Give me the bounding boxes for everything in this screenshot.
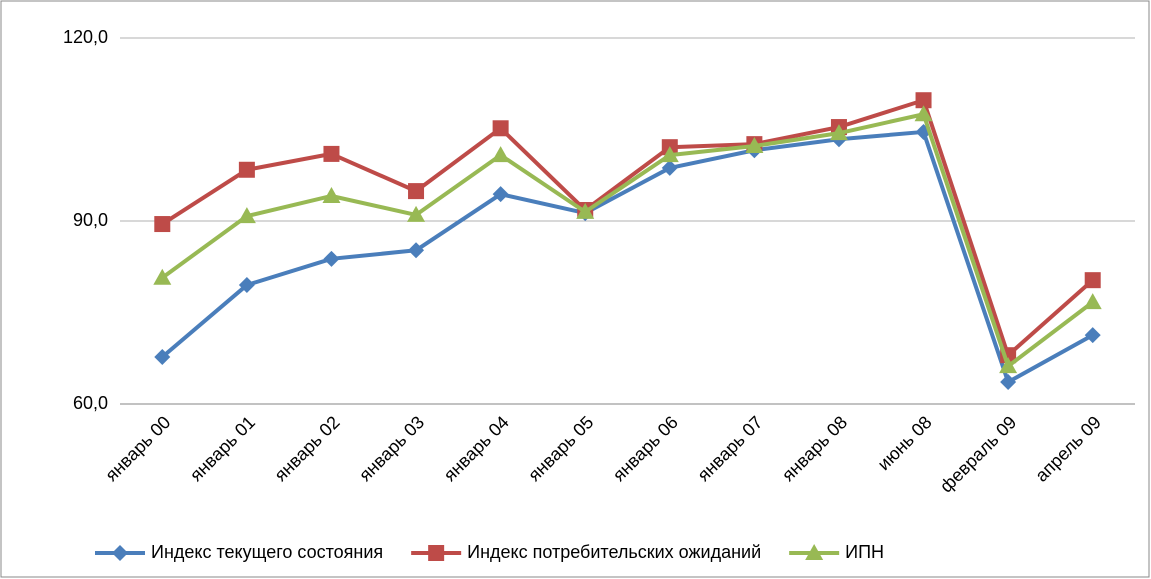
marker — [491, 146, 510, 163]
marker — [576, 202, 595, 219]
legend-label: Индекс потребительских ожиданий — [467, 542, 761, 562]
marker — [745, 136, 764, 153]
marker — [492, 120, 509, 137]
marker — [408, 242, 425, 259]
legend-marker — [112, 545, 128, 561]
marker — [914, 105, 933, 122]
legend-marker — [428, 545, 445, 561]
marker — [1084, 327, 1101, 344]
series-line — [161, 112, 1094, 369]
legend-label: Индекс текущего состояния — [151, 542, 383, 562]
marker — [408, 183, 425, 200]
marker — [323, 250, 340, 267]
y-tick-label: 90,0 — [73, 210, 108, 230]
series-line — [160, 129, 1094, 385]
marker — [238, 161, 255, 178]
marker — [154, 349, 171, 366]
y-tick-label: 120,0 — [63, 27, 108, 47]
marker — [999, 357, 1018, 374]
marker — [1084, 272, 1101, 289]
marker — [492, 186, 509, 203]
marker — [237, 207, 256, 224]
marker — [238, 277, 255, 294]
marker — [1000, 374, 1017, 391]
marker — [154, 216, 171, 233]
marker — [407, 205, 426, 222]
y-tick-label: 60,0 — [73, 393, 108, 413]
marker — [829, 124, 848, 141]
legend-marker — [805, 544, 824, 560]
marker — [322, 186, 341, 203]
marker — [661, 159, 678, 176]
legend-label: ИПН — [845, 542, 884, 562]
marker — [915, 92, 932, 109]
marker — [660, 146, 679, 163]
marker — [323, 145, 340, 162]
series-line — [161, 98, 1095, 358]
marker — [1083, 293, 1102, 310]
marker — [153, 268, 172, 285]
